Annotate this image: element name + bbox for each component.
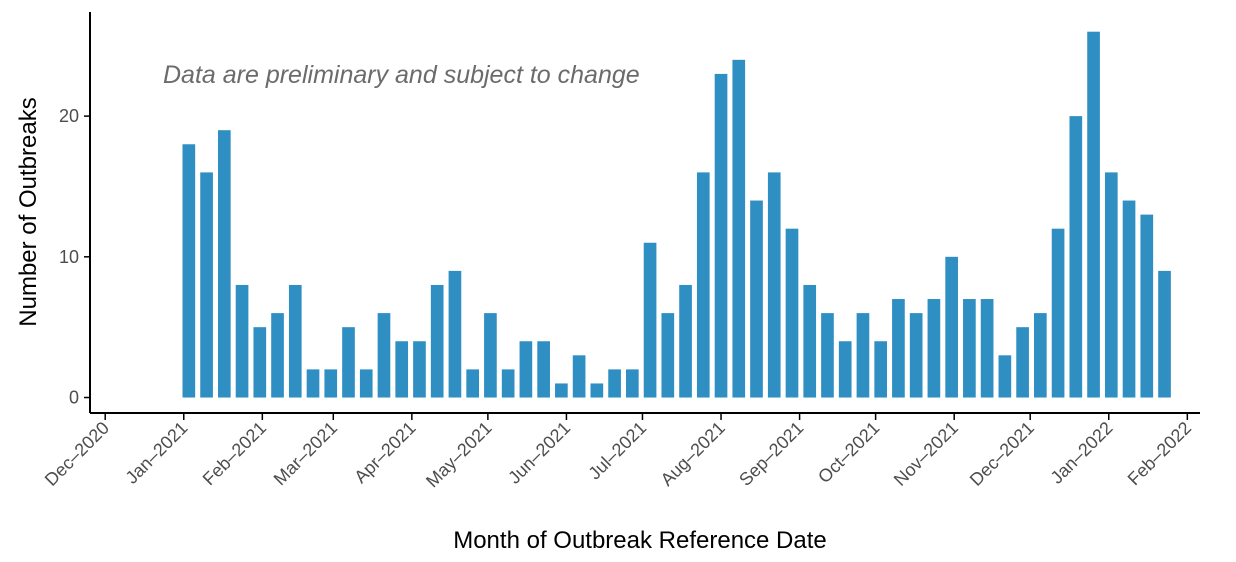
x-tick-label: Jul–2021 bbox=[584, 418, 650, 484]
y-axis-title: Number of Outbreaks bbox=[15, 97, 42, 326]
bar bbox=[661, 313, 675, 398]
x-tick-label: Oct–2021 bbox=[814, 418, 883, 487]
bar bbox=[1158, 270, 1171, 398]
bar bbox=[1104, 172, 1118, 398]
bar bbox=[1034, 313, 1047, 398]
bar bbox=[1051, 228, 1065, 398]
bar bbox=[998, 355, 1012, 398]
bar bbox=[590, 383, 604, 398]
x-tick-label: Feb–2021 bbox=[199, 418, 270, 489]
x-tick-label: Dec–2021 bbox=[966, 418, 1038, 490]
bar bbox=[980, 299, 994, 398]
bar bbox=[537, 341, 550, 398]
bar bbox=[963, 299, 976, 398]
x-axis-title: Month of Outbreak Reference Date bbox=[453, 527, 827, 554]
bar bbox=[927, 299, 941, 398]
bar bbox=[253, 327, 267, 398]
bar bbox=[750, 200, 763, 398]
x-tick-label: Jan–2021 bbox=[122, 418, 192, 488]
bar bbox=[235, 284, 249, 398]
bar bbox=[359, 369, 373, 398]
bar bbox=[430, 284, 444, 398]
bar bbox=[608, 369, 621, 398]
bar bbox=[217, 130, 231, 398]
bar bbox=[714, 73, 728, 398]
x-tick-label: Aug–2021 bbox=[657, 418, 729, 490]
x-tick-label: Jun–2021 bbox=[504, 418, 574, 488]
bar bbox=[803, 284, 817, 398]
bar bbox=[838, 341, 852, 398]
x-tick-label: Apr–2021 bbox=[350, 418, 419, 487]
y-tick-label: 10 bbox=[59, 247, 79, 267]
bar bbox=[625, 369, 639, 398]
bar bbox=[785, 228, 799, 398]
bar bbox=[1016, 327, 1029, 398]
bar bbox=[945, 256, 958, 398]
x-tick-label: Jan–2022 bbox=[1047, 418, 1117, 488]
bar bbox=[856, 313, 870, 398]
bar bbox=[1087, 31, 1100, 398]
y-tick-label: 0 bbox=[69, 388, 79, 408]
bar bbox=[679, 284, 692, 398]
bar bbox=[501, 369, 515, 398]
x-tick-label: Nov–2021 bbox=[890, 418, 962, 490]
y-tick-label: 20 bbox=[59, 106, 79, 126]
bar bbox=[821, 313, 834, 398]
bar bbox=[306, 369, 320, 398]
bar bbox=[874, 341, 888, 398]
x-tick-label: Feb–2022 bbox=[1124, 418, 1195, 489]
bar bbox=[643, 242, 657, 398]
bar bbox=[892, 299, 905, 398]
bar bbox=[271, 313, 284, 398]
x-tick-label: Mar–2021 bbox=[270, 418, 341, 489]
annotation: Data are preliminary and subject to chan… bbox=[163, 61, 640, 89]
bar bbox=[519, 341, 533, 398]
bar bbox=[342, 327, 355, 398]
bar bbox=[572, 355, 586, 398]
bar bbox=[767, 172, 781, 398]
bar bbox=[413, 341, 426, 398]
x-tick-label: Sep–2021 bbox=[735, 418, 807, 490]
bar bbox=[1122, 200, 1136, 398]
bar bbox=[466, 369, 480, 398]
bar bbox=[324, 369, 338, 398]
bar bbox=[395, 341, 409, 398]
bar bbox=[200, 172, 213, 398]
bar bbox=[448, 270, 462, 398]
bar bbox=[288, 284, 302, 398]
bar bbox=[696, 172, 710, 398]
bar bbox=[732, 59, 746, 398]
bar bbox=[1069, 116, 1083, 398]
bar bbox=[377, 313, 391, 398]
bar bbox=[1140, 214, 1154, 398]
bar bbox=[182, 144, 196, 398]
bar bbox=[484, 313, 497, 398]
bar bbox=[909, 313, 923, 398]
bar bbox=[555, 383, 568, 398]
x-tick-label: May–2021 bbox=[422, 418, 496, 492]
x-tick-label: Dec–2020 bbox=[41, 418, 113, 490]
